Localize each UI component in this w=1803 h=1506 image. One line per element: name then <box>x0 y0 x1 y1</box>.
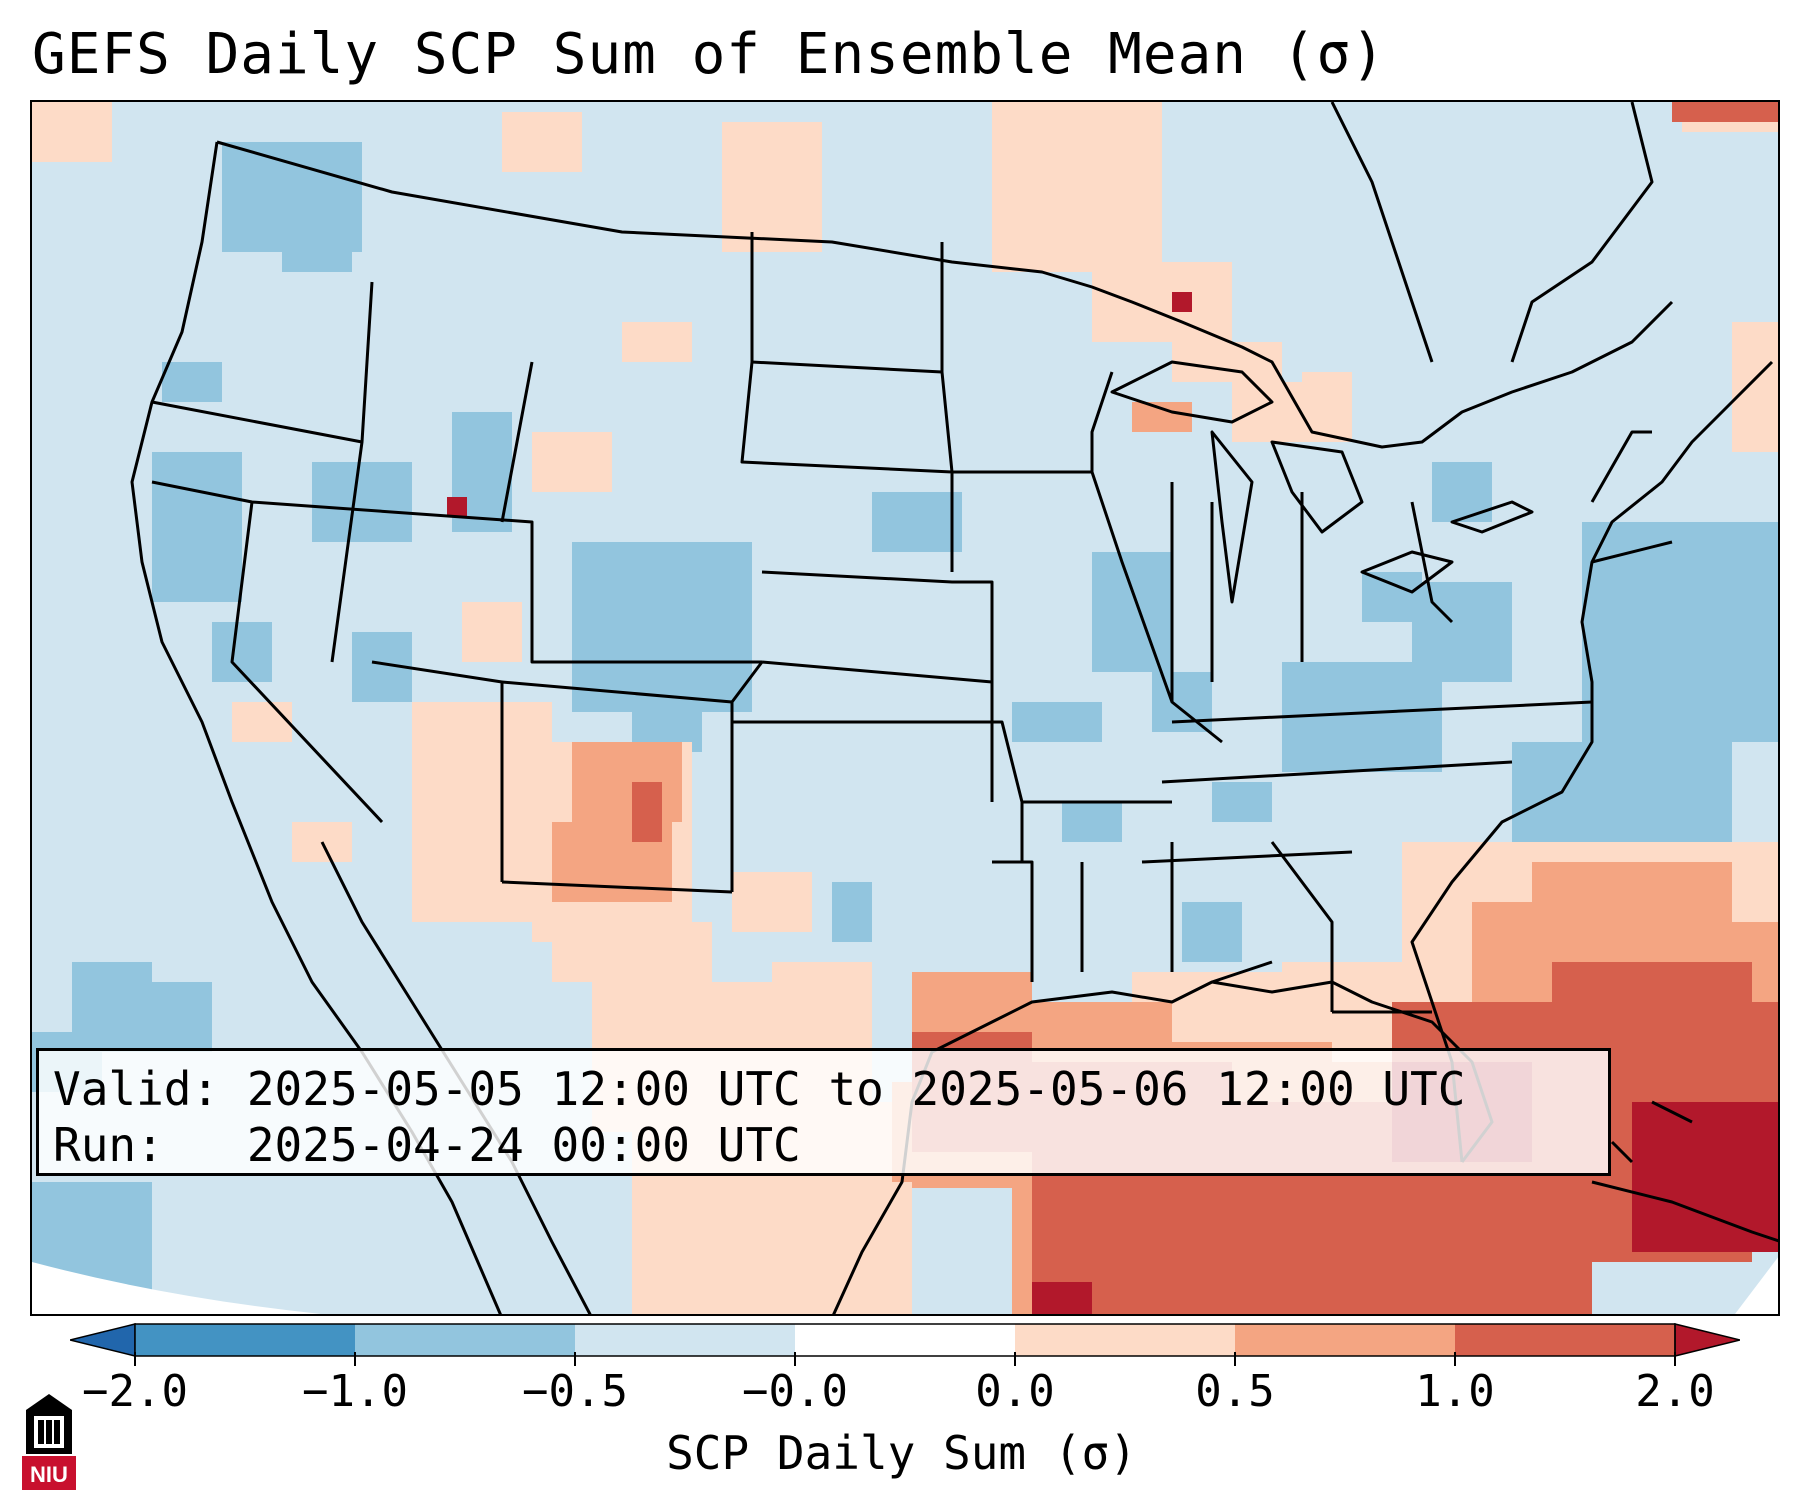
colorbar-segment <box>135 1324 355 1356</box>
boundaries <box>130 102 1778 1314</box>
colorbar-tick-label: −0.0 <box>742 1366 848 1417</box>
colorbar-segment <box>355 1324 575 1356</box>
colorbar-tick <box>134 1352 136 1366</box>
colorbar-segment <box>795 1324 1015 1356</box>
negative-anomaly-patches <box>32 142 1778 1314</box>
off-domain-area-right <box>1735 1257 1778 1314</box>
colorbar-tick <box>1454 1352 1456 1366</box>
colorbar <box>70 1323 1740 1357</box>
svg-text:NIU: NIU <box>30 1462 68 1487</box>
colorbar-segment <box>1015 1324 1235 1356</box>
colorbar-tick <box>574 1352 576 1366</box>
colorbar-tick <box>354 1352 356 1366</box>
colorbar-extend-low <box>70 1323 136 1357</box>
niu-logo: NIU <box>22 1394 76 1490</box>
map-title: GEFS Daily SCP Sum of Ensemble Mean (σ) <box>32 22 1386 87</box>
colorbar-title: SCP Daily Sum (σ) <box>666 1426 1137 1480</box>
colorbar-tick-label: −2.0 <box>82 1366 188 1417</box>
east-coast <box>1410 360 1774 1163</box>
colorbar-tick <box>794 1352 796 1366</box>
run-time-line: Run: 2025-04-24 00:00 UTC <box>53 1118 801 1172</box>
colorbar-tick <box>1674 1352 1676 1366</box>
colorbar-tick <box>1014 1352 1016 1366</box>
colorbar-tick-label: −1.0 <box>302 1366 408 1417</box>
colorbar-outline <box>134 1323 1676 1357</box>
valid-time-line: Valid: 2025-05-05 12:00 UTC to 2025-05-0… <box>53 1062 1466 1116</box>
colorbar-segment <box>575 1324 795 1356</box>
colorbar-tick-label: 0.5 <box>1195 1366 1275 1417</box>
colorbar-tick-label: 0.0 <box>975 1366 1055 1417</box>
colorbar-segment <box>1455 1324 1675 1356</box>
off-domain-area <box>32 1262 322 1314</box>
canada-border <box>216 140 1674 449</box>
colorbar-tick-label: 1.0 <box>1415 1366 1495 1417</box>
colorbar-tick <box>1234 1352 1236 1366</box>
colorbar-extend-high <box>1674 1323 1740 1357</box>
validity-info-box: Valid: 2025-05-05 12:00 UTC to 2025-05-0… <box>36 1048 1611 1176</box>
colorbar-segment <box>1235 1324 1455 1356</box>
colorbar-tick-label: −0.5 <box>522 1366 628 1417</box>
colorbar-tick-label: 2.0 <box>1635 1366 1715 1417</box>
